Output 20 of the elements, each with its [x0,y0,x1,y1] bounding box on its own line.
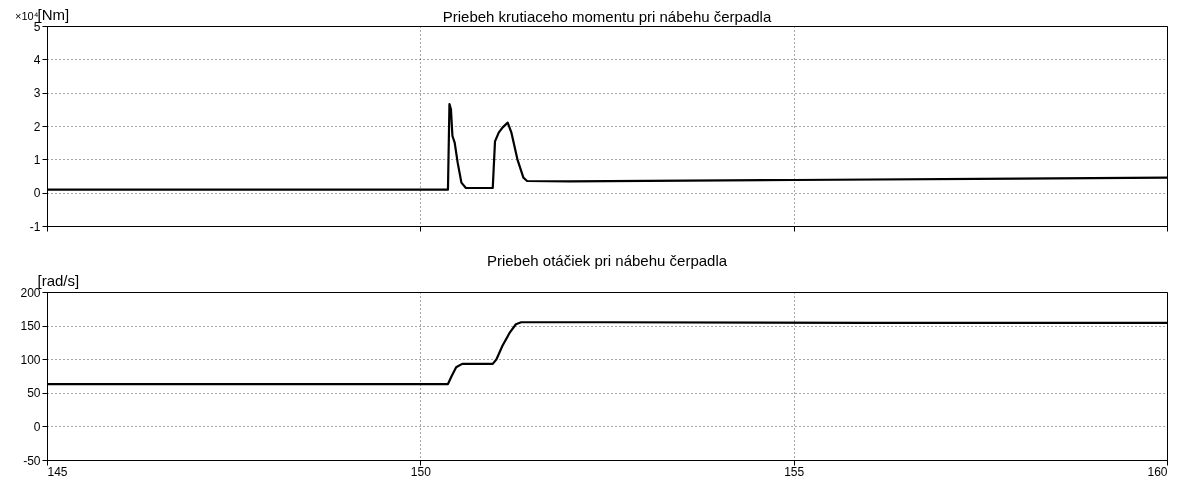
y-axis-title: [rad/s] [37,271,80,289]
y-tick-label: -1 [29,219,41,234]
y-tick-label: 1 [33,152,41,167]
y-axis-title: [Nm] [37,5,70,23]
chart-title: Priebeh otáčiek pri nábehu čerpadla [486,252,728,269]
x-tick-label: 160 [1147,464,1168,479]
y-tick-label: -50 [23,453,41,468]
y-tick-label: 0 [33,186,41,201]
y-tick-label: 150 [20,319,41,334]
y-tick-label: 50 [27,386,41,401]
x-tick-label: 145 [47,464,68,479]
y-tick-label: 2 [33,119,41,134]
x-tick-label: 155 [784,464,805,479]
x-tick-label: 150 [410,464,432,479]
y-tick-label: 0 [33,419,41,434]
y-tick-label: 3 [33,86,41,101]
y-tick-label: 100 [20,352,41,367]
text: ×10⁴ [15,10,39,22]
chart-title: Priebeh krutiaceho momentu pri nábehu čerpadla [442,8,772,25]
y-tick-label: 4 [33,52,41,67]
